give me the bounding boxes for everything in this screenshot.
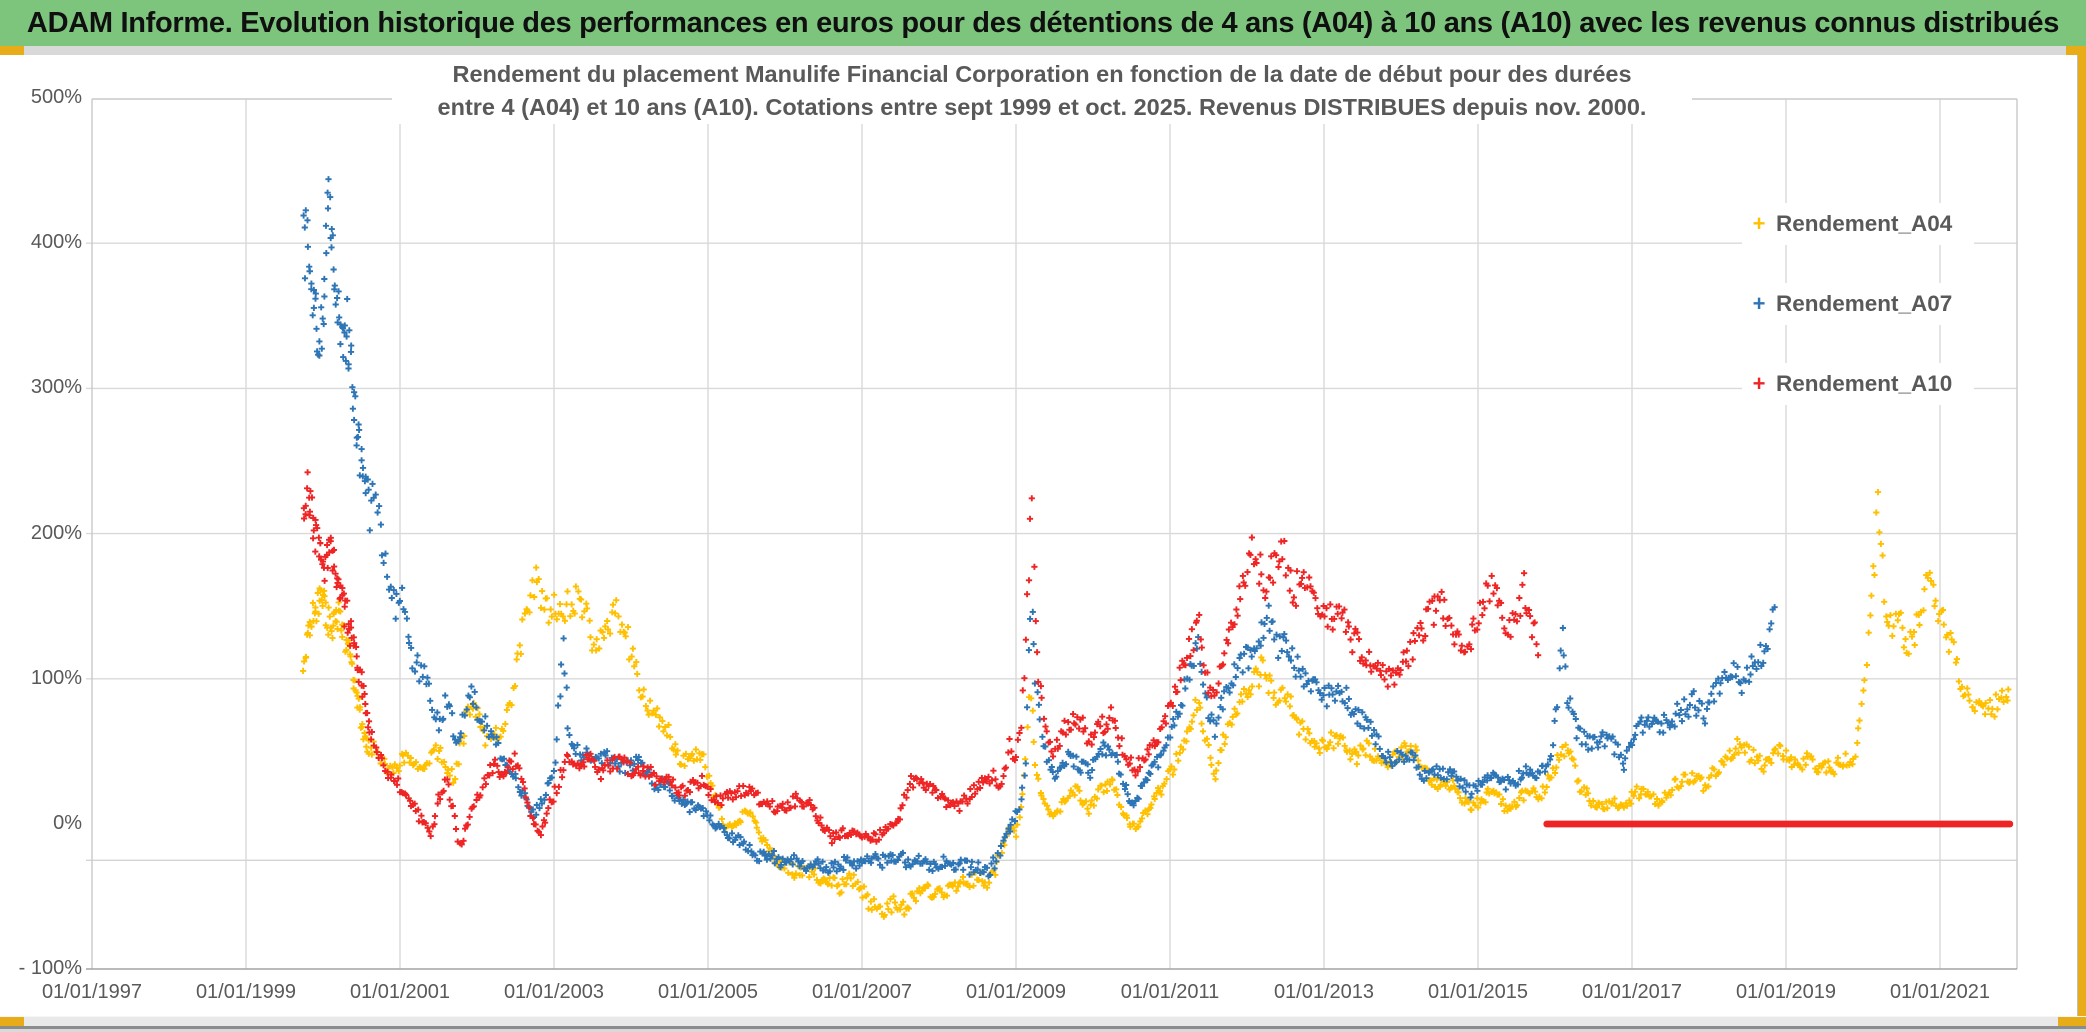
x-axis-tick-label: 01/01/2005	[657, 981, 759, 1003]
x-axis-tick-label: 01/01/2021	[1889, 981, 1991, 1003]
x-axis-tick-label: 01/01/2013	[1273, 981, 1375, 1003]
y-axis-tick-label: 400%	[30, 231, 82, 254]
chart-title-line1: Rendement du placement Manulife Financia…	[452, 61, 1632, 87]
plus-marker-icon: +	[1752, 371, 1766, 396]
bottom-right-accent	[2058, 1017, 2086, 1027]
x-axis-tick-label: 01/01/2001	[349, 981, 451, 1003]
y-axis-tick-label: 300%	[30, 376, 82, 399]
x-axis-tick-label: 01/01/2019	[1735, 981, 1837, 1003]
top-strip	[0, 46, 2086, 55]
legend-item-rendement_a04[interactable]: + Rendement_A04	[1742, 203, 1974, 245]
legend-label: Rendement_A04	[1776, 211, 1953, 236]
plus-marker-icon: +	[1752, 211, 1766, 236]
chart-title: Rendement du placement Manulife Financia…	[392, 58, 1692, 124]
bottom-strip	[0, 1016, 2086, 1027]
top-left-accent	[0, 46, 24, 55]
y-axis-tick-label: - 100%	[18, 957, 82, 980]
legend-label: Rendement_A10	[1776, 371, 1953, 396]
y-axis-tick-label: 500%	[30, 86, 82, 108]
window-bottom-edge	[0, 1029, 2086, 1032]
x-axis-tick-label: 01/01/2011	[1120, 981, 1220, 1003]
window-bottom-border	[0, 1026, 2086, 1029]
plus-marker-icon: +	[1752, 291, 1766, 316]
top-right-accent	[2066, 46, 2086, 55]
x-axis-tick-label: 01/01/2009	[965, 981, 1067, 1003]
y-axis-tick-label: 200%	[30, 521, 82, 544]
x-axis-tick-label: 01/01/1997	[41, 981, 143, 1003]
x-axis-tick-label: 01/01/2015	[1427, 981, 1529, 1003]
x-axis-tick-label: 01/01/1999	[195, 981, 297, 1003]
title-bar: ADAM Informe. Evolution historique des p…	[0, 0, 2086, 46]
legend-item-rendement_a07[interactable]: + Rendement_A07	[1742, 283, 1974, 325]
legend-label: Rendement_A07	[1776, 291, 1953, 316]
window-title: ADAM Informe. Evolution historique des p…	[26, 6, 2060, 39]
right-scrollbar[interactable]	[2077, 55, 2086, 1016]
bottom-left-accent	[0, 1017, 24, 1027]
scatter-plot	[86, 98, 2018, 970]
x-axis-tick-label: 01/01/2017	[1581, 981, 1683, 1003]
legend-item-rendement_a10[interactable]: + Rendement_A10	[1742, 363, 1974, 405]
y-axis-tick-label: 100%	[30, 666, 82, 689]
x-axis-tick-label: 01/01/2003	[503, 981, 605, 1003]
chart-title-line2: entre 4 (A04) et 10 ans (A10). Cotations…	[437, 94, 1647, 120]
x-axis-tick-label: 01/01/2007	[811, 981, 913, 1003]
y-axis-tick-label: 0%	[53, 812, 82, 834]
chart-area: Rendement du placement Manulife Financia…	[0, 55, 2086, 1016]
